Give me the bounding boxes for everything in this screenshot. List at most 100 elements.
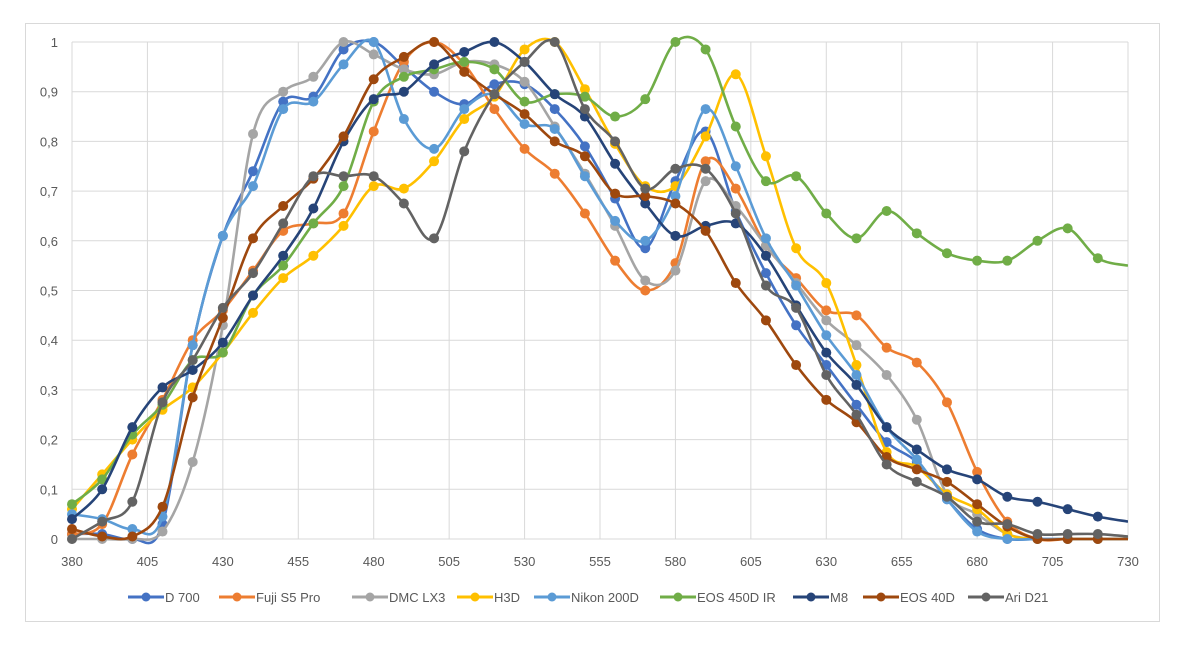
data-point-ari-d21 xyxy=(700,163,711,174)
data-point-h3d xyxy=(308,250,319,261)
data-point-nikon-200d xyxy=(821,330,832,341)
data-point-fuji-s5-pro xyxy=(579,208,590,219)
data-point-fuji-s5-pro xyxy=(338,208,349,219)
data-point-h3d xyxy=(791,243,802,254)
data-point-fuji-s5-pro xyxy=(941,397,952,408)
data-point-eos-450d-ir xyxy=(791,171,802,182)
data-point-eos-40d xyxy=(972,499,983,510)
x-tick-label: 380 xyxy=(61,554,83,569)
legend-label: DMC LX3 xyxy=(389,590,445,605)
data-point-eos-40d xyxy=(217,312,228,323)
x-tick-label: 680 xyxy=(966,554,988,569)
data-point-eos-40d xyxy=(338,131,349,142)
x-tick-label: 480 xyxy=(363,554,385,569)
data-point-m8 xyxy=(429,59,440,70)
data-point-m8 xyxy=(670,230,681,241)
data-point-dmc-lx3 xyxy=(700,176,711,187)
data-point-ari-d21 xyxy=(821,369,832,380)
data-point-ari-d21 xyxy=(278,218,289,229)
data-point-ari-d21 xyxy=(248,268,259,279)
data-point-eos-450d-ir xyxy=(278,260,289,271)
legend-marker xyxy=(547,592,557,602)
x-tick-label: 455 xyxy=(287,554,309,569)
data-point-eos-450d-ir xyxy=(489,64,500,75)
data-point-d-700 xyxy=(278,96,289,107)
legend-marker xyxy=(141,592,151,602)
data-point-h3d xyxy=(730,69,741,80)
data-point-eos-40d xyxy=(640,191,651,202)
data-point-m8 xyxy=(549,89,560,100)
data-point-fuji-s5-pro xyxy=(610,255,621,266)
legend-item-eos-40d: EOS 40D xyxy=(863,590,955,605)
data-point-d-700 xyxy=(791,320,802,331)
data-point-d-700 xyxy=(338,44,349,55)
data-point-fuji-s5-pro xyxy=(821,305,832,316)
series-eos-450d-ir xyxy=(67,35,1128,510)
x-tick-label: 530 xyxy=(514,554,536,569)
data-point-h3d xyxy=(429,156,440,167)
data-point-h3d xyxy=(248,307,259,318)
data-point-h3d xyxy=(760,151,771,162)
data-point-eos-450d-ir xyxy=(97,474,108,485)
x-tick-label: 505 xyxy=(438,554,460,569)
data-point-ari-d21 xyxy=(941,491,952,502)
data-point-eos-40d xyxy=(670,198,681,209)
data-point-dmc-lx3 xyxy=(248,128,259,139)
legend-label: EOS 450D IR xyxy=(697,590,776,605)
data-point-nikon-200d xyxy=(1002,534,1013,544)
data-point-eos-40d xyxy=(127,531,138,542)
data-point-m8 xyxy=(851,379,862,390)
data-point-ari-d21 xyxy=(489,89,500,100)
data-point-nikon-200d xyxy=(127,524,138,535)
series-ari-d21 xyxy=(67,37,1128,544)
data-point-m8 xyxy=(972,474,983,485)
data-point-eos-40d xyxy=(730,278,741,289)
data-point-eos-450d-ir xyxy=(519,96,530,107)
data-point-fuji-s5-pro xyxy=(127,449,138,460)
y-tick-label: 0,1 xyxy=(40,482,58,497)
data-point-m8 xyxy=(308,203,319,214)
data-point-nikon-200d xyxy=(459,104,470,115)
data-point-m8 xyxy=(1062,504,1073,515)
data-point-h3d xyxy=(700,131,711,142)
data-point-nikon-200d xyxy=(791,280,802,291)
data-point-ari-d21 xyxy=(972,516,983,527)
data-point-ari-d21 xyxy=(398,198,409,209)
data-point-ari-d21 xyxy=(1002,519,1013,530)
data-point-ari-d21 xyxy=(97,516,108,527)
data-point-ari-d21 xyxy=(549,37,560,47)
x-tick-label: 630 xyxy=(815,554,837,569)
data-point-m8 xyxy=(67,514,77,525)
data-point-ari-d21 xyxy=(519,56,530,67)
x-tick-label: 430 xyxy=(212,554,234,569)
legend-marker xyxy=(981,592,991,602)
data-point-eos-450d-ir xyxy=(941,248,952,259)
data-point-ari-d21 xyxy=(610,136,621,147)
data-point-m8 xyxy=(1092,511,1103,522)
data-point-h3d xyxy=(821,278,832,289)
data-point-eos-450d-ir xyxy=(821,208,832,219)
legend: D 700 Fuji S5 Pro DMC LX3 H3D Nikon 200D EOS … xyxy=(128,590,1048,605)
data-point-dmc-lx3 xyxy=(157,526,168,537)
data-point-dmc-lx3 xyxy=(670,265,681,276)
data-point-eos-40d xyxy=(549,136,560,147)
data-point-eos-450d-ir xyxy=(308,218,319,229)
data-point-eos-450d-ir xyxy=(700,44,711,55)
data-point-nikon-200d xyxy=(640,235,651,246)
data-point-m8 xyxy=(1002,491,1013,502)
data-point-ari-d21 xyxy=(67,534,77,544)
data-point-d-700 xyxy=(579,141,590,152)
data-point-fuji-s5-pro xyxy=(851,310,862,321)
data-point-dmc-lx3 xyxy=(851,340,862,351)
data-point-h3d xyxy=(278,273,289,284)
legend-label: Fuji S5 Pro xyxy=(256,590,320,605)
data-point-fuji-s5-pro xyxy=(881,342,892,353)
data-point-eos-450d-ir xyxy=(459,56,470,67)
data-point-m8 xyxy=(760,250,771,261)
data-point-nikon-200d xyxy=(760,233,771,244)
data-point-nikon-200d xyxy=(670,191,681,202)
data-point-d-700 xyxy=(248,166,259,177)
x-tick-label: 405 xyxy=(137,554,159,569)
data-point-eos-40d xyxy=(278,201,289,212)
x-tick-label: 705 xyxy=(1042,554,1064,569)
